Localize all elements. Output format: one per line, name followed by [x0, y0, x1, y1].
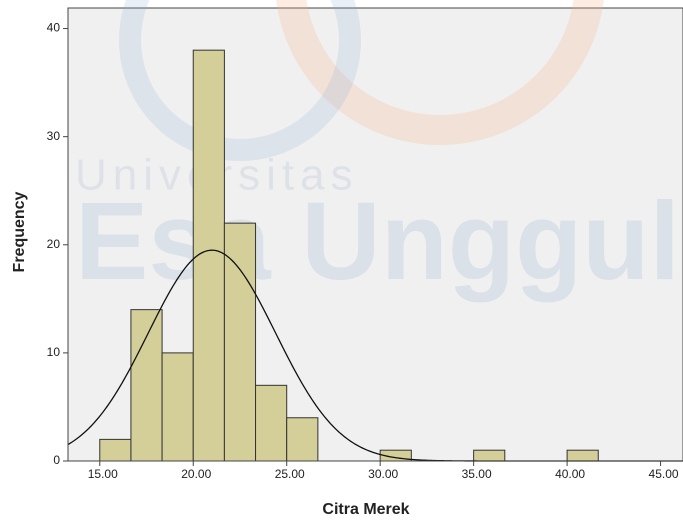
x-tick-label: 35.00 [462, 467, 492, 481]
y-tick-label: 0 [53, 453, 60, 467]
x-tick-label: 15.00 [88, 467, 118, 481]
x-axis-title: Citra Merek [322, 501, 409, 518]
x-tick-label: 25.00 [275, 467, 305, 481]
watermark-logo [119, 0, 361, 161]
x-tick-label: 30.00 [368, 467, 398, 481]
bar [99, 438, 132, 462]
y-tick-label: 30 [47, 129, 61, 143]
y-tick-label: 20 [47, 237, 61, 251]
y-tick-label: 40 [47, 21, 61, 35]
x-tick-label: 20.00 [181, 467, 211, 481]
bar [473, 449, 506, 462]
x-tick-label: 40.00 [555, 467, 585, 481]
y-axis-title: Frequency [11, 191, 28, 272]
bar [161, 352, 194, 462]
watermark: Esa Unggul [75, 180, 680, 303]
x-tick-label: 45.00 [649, 467, 679, 481]
watermark-logo [276, 0, 604, 145]
bar [286, 417, 319, 462]
bar [255, 384, 288, 462]
bar [566, 449, 599, 462]
bar [223, 222, 257, 462]
y-tick-label: 10 [47, 345, 61, 359]
bar [130, 309, 163, 462]
